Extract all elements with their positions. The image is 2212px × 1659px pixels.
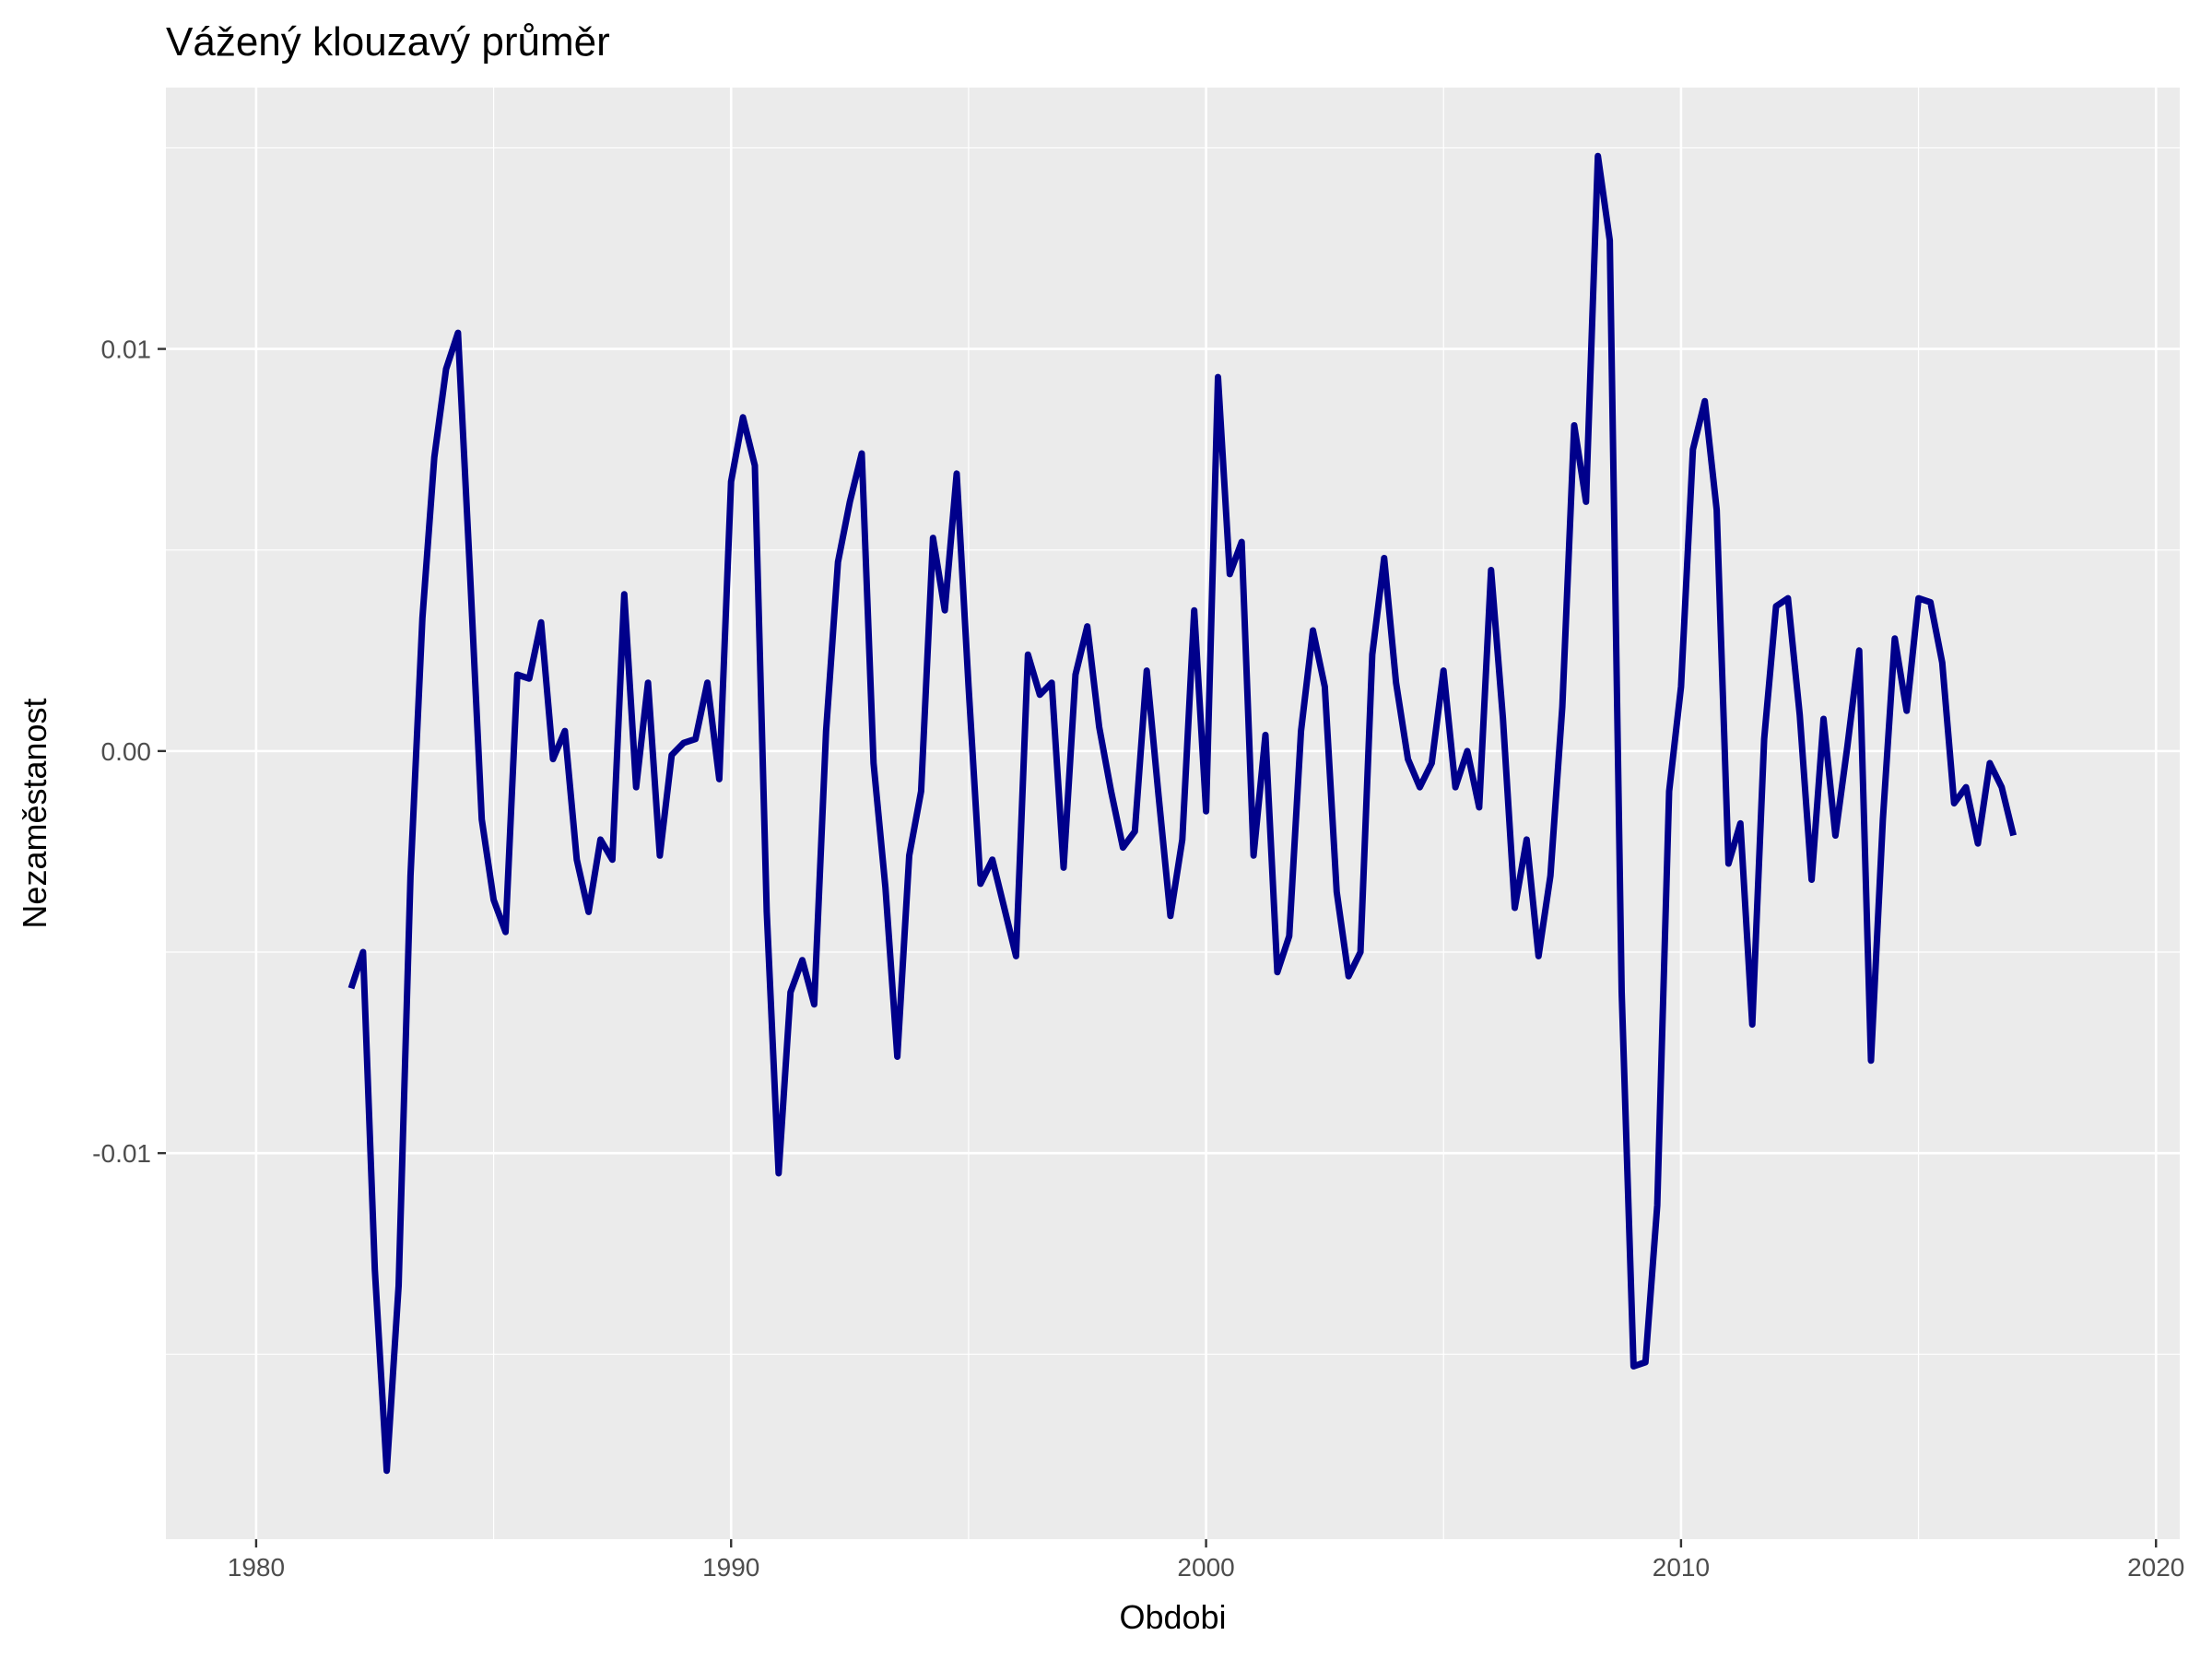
y-tick-label: -0.01 (92, 1139, 151, 1168)
data-series (347, 152, 2018, 1475)
x-axis-title: Obdobi (1119, 1598, 1226, 1636)
y-axis: -0.01 0.00 0.01 (92, 335, 166, 1168)
x-tick-label: 2000 (1177, 1553, 1234, 1582)
y-tick-label: 0.01 (101, 335, 152, 364)
x-tick-label: 1990 (702, 1553, 759, 1582)
y-tick-label: 0.00 (101, 737, 152, 766)
x-tick-label: 1980 (228, 1553, 285, 1582)
plot-panel (166, 88, 2180, 1539)
x-axis: 1980 1990 2000 2010 2020 (228, 1539, 2184, 1582)
x-tick-label: 2010 (1653, 1553, 1710, 1582)
grid-lines (166, 88, 2180, 1539)
chart-title: Vážený klouzavý průměr (166, 19, 610, 65)
series-line (347, 152, 2018, 1475)
x-tick-label: 2020 (2127, 1553, 2184, 1582)
y-axis-title: Nezaměstanost (16, 698, 53, 928)
